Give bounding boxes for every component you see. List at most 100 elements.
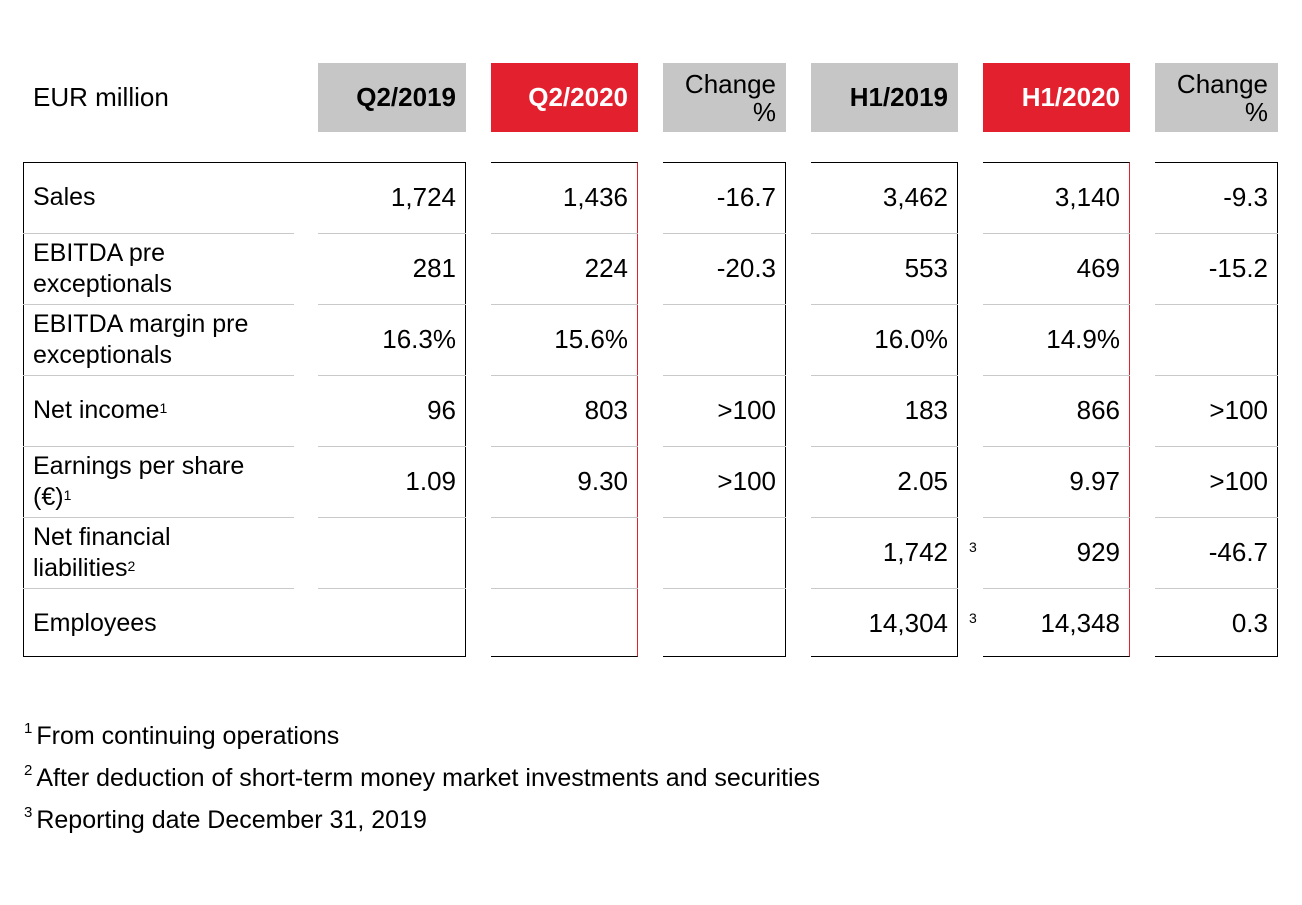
cell-h1-2019: 553 [904,253,948,283]
cell-change-q [626,517,776,588]
row-label: Earnings per share (€)1 [33,451,244,513]
cell-h1-2019: 14,304 [868,608,948,638]
cell-h1-2020: 14,348 [1040,608,1120,638]
cell-change-q: >100 [717,466,776,496]
row-label: Sales [33,182,96,213]
row-label-line2: exceptionals [33,270,172,298]
row-divider [491,375,638,376]
row-label-footnote-ref: 2 [127,558,136,574]
footnote-1: 1 From continuing operations [24,720,340,751]
header-h1-2020: H1/2020 [983,63,1130,132]
row-divider [1155,446,1278,447]
cell-h1-2019: 2.05 [897,466,948,496]
row-divider [811,375,958,376]
frame-change-quarter [663,162,786,657]
row-divider [23,588,294,589]
row-divider [318,233,466,234]
row-divider [811,517,958,518]
row-divider [23,233,294,234]
cell-h1-2020: 469 [1076,253,1120,283]
cell-q2-2019: 16.3% [382,324,456,354]
cell-change-h: 0.3 [1231,608,1268,638]
row-divider [663,233,786,234]
row-label-line2: exceptionals [33,341,172,369]
row-divider [983,233,1130,234]
row-divider [318,446,466,447]
header-h1-2019: H1/2019 [811,63,958,132]
cell-q2-2019 [306,517,456,588]
row-label-line1: EBITDA pre [33,239,165,267]
row-label-line1: Sales [33,183,96,211]
cell-change-q: >100 [717,395,776,425]
header-change-halfyear: Change % [1155,63,1278,132]
cell-change-h: -9.3 [1223,182,1268,212]
row-label-line1: Earnings per share [33,452,245,480]
row-divider [491,233,638,234]
row-divider [318,304,466,305]
footnote-3-text: Reporting date December 31, 2019 [36,806,427,834]
cell-q2-2020: 803 [584,395,628,425]
cell-q2-2020 [478,588,628,659]
cell-change-h: -15.2 [1208,253,1268,283]
row-label-line1: Employees [33,609,157,637]
cell-change-q: -20.3 [716,253,776,283]
cell-h1-2019: 3,462 [882,182,948,212]
header-change-quarter-line1: Change [684,68,776,99]
row-label: Net financial liabilities2 [33,522,171,584]
cell-q2-2019: 96 [427,395,456,425]
cell-change-q [626,588,776,659]
row-divider [811,233,958,234]
row-label: EBITDA pre exceptionals [33,238,172,300]
row-divider [663,588,786,589]
row-divider [983,375,1130,376]
cell-q2-2019 [306,588,456,659]
cell-h1-2019: 1,742 [882,537,948,567]
footnote-1-number: 1 [24,720,33,737]
row-divider [663,446,786,447]
cell-change-h [1118,304,1268,375]
row-label-line2: liabilities [33,554,128,582]
row-divider [23,375,294,376]
frame-q2-2020 [491,162,638,657]
row-divider [491,446,638,447]
cell-change-h: >100 [1209,466,1268,496]
row-divider [23,517,294,518]
row-divider [811,588,958,589]
cell-h1-2020: 14.9% [1046,324,1120,354]
header-change-quarter-line2: % [752,96,776,127]
row-divider [491,588,638,589]
row-label: EBITDA margin pre exceptionals [33,309,248,371]
cell-q2-2020 [478,517,628,588]
row-divider [811,304,958,305]
cell-q2-2020: 1,436 [562,182,628,212]
cell-q2-2020: 224 [584,253,628,283]
row-label-line2: (€) [33,483,64,511]
frame-change-halfyear [1155,162,1278,657]
footnote-3: 3 Reporting date December 31, 2019 [24,804,427,835]
row-label-footnote-ref: 1 [159,400,168,416]
cell-h1-2019: 16.0% [874,324,948,354]
row-divider [1155,517,1278,518]
cell-h1-2019: 183 [904,395,948,425]
header-change-quarter: Change % [663,63,786,132]
footnote-2-number: 2 [24,762,33,779]
cell-q2-2020: 15.6% [554,324,628,354]
frame-h1-2019 [811,162,958,657]
row-label-line1: Net income [33,396,160,424]
row-label: Employees [33,608,157,639]
row-divider [1155,375,1278,376]
reporting-date-note-ref: 3 [969,610,977,626]
row-label: Net income1 [33,395,167,426]
row-divider [663,375,786,376]
row-divider [1155,588,1278,589]
row-label-line1: Net financial [33,523,171,551]
row-divider [318,375,466,376]
cell-q2-2020: 9.30 [577,466,628,496]
footnote-1-text: From continuing operations [36,722,340,750]
header-change-halfyear-line2: % [1244,96,1268,127]
row-divider [23,446,294,447]
row-divider [23,304,294,305]
row-label-footnote-ref: 1 [63,487,72,503]
footnote-2: 2 After deduction of short-term money mar… [24,762,820,793]
row-divider [983,304,1130,305]
